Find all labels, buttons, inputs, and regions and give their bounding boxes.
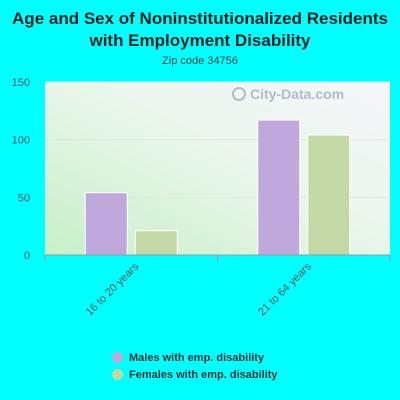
- bar: [84, 192, 128, 256]
- bar: [134, 230, 178, 256]
- legend-item-males: Males with emp. disability: [112, 349, 278, 366]
- y-tick-label: 100: [12, 135, 30, 147]
- chart-subtitle: Zip code 34756: [162, 55, 238, 67]
- watermark: City-Data.com: [232, 86, 344, 102]
- legend-label-females: Females with emp. disability: [129, 368, 278, 381]
- legend: Males with emp. disability Females with …: [112, 349, 278, 383]
- chart-title: Age and Sex of Noninstitutionalized Resi…: [12, 9, 388, 50]
- legend-label-males: Males with emp. disability: [129, 351, 265, 364]
- y-tick-label: 50: [18, 192, 30, 204]
- y-tick-label: 0: [24, 250, 30, 262]
- legend-item-females: Females with emp. disability: [112, 366, 278, 383]
- watermark-text: City-Data.com: [250, 86, 345, 102]
- legend-swatch-males: [112, 352, 123, 363]
- x-tick-label: 21 to 64 years: [256, 260, 314, 318]
- x-tick-label: 16 to 20 years: [84, 260, 142, 318]
- bar: [257, 119, 301, 256]
- bar: [307, 134, 351, 256]
- y-tick-label: 150: [12, 77, 30, 89]
- magnifier-icon: [232, 87, 246, 101]
- legend-swatch-females: [112, 369, 123, 380]
